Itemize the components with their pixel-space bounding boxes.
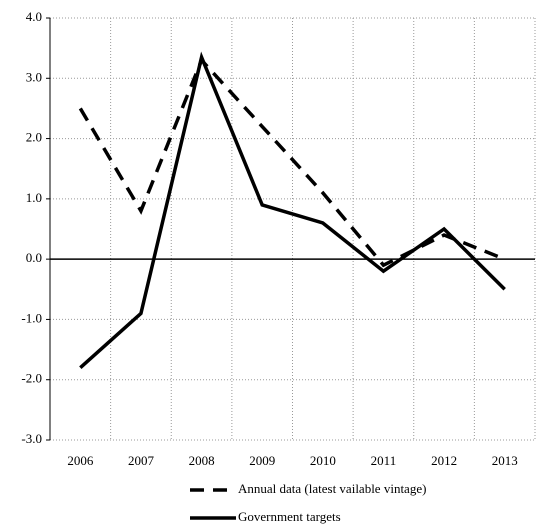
x-tick-label: 2010 [310, 453, 336, 468]
y-tick-label: 3.0 [26, 69, 42, 84]
x-tick-label: 2009 [249, 453, 275, 468]
x-tick-label: 2013 [492, 453, 518, 468]
y-tick-label: -3.0 [21, 431, 42, 446]
legend-label: Annual data (latest vailable vintage) [238, 481, 426, 496]
x-tick-label: 2007 [128, 453, 155, 468]
y-tick-label: 2.0 [26, 130, 42, 145]
x-tick-label: 2011 [371, 453, 397, 468]
series-line [79, 51, 506, 369]
y-tick-label: 0.0 [26, 250, 42, 265]
y-tick-label: -1.0 [21, 310, 42, 325]
x-tick-label: 2012 [431, 453, 457, 468]
legend-label: Government targets [238, 509, 341, 524]
y-tick-label: -2.0 [21, 371, 42, 386]
y-tick-label: 4.0 [26, 9, 42, 24]
x-tick-label: 2008 [189, 453, 215, 468]
x-tick-label: 2006 [67, 453, 94, 468]
y-tick-label: 1.0 [26, 190, 42, 205]
series-line [78, 56, 506, 268]
